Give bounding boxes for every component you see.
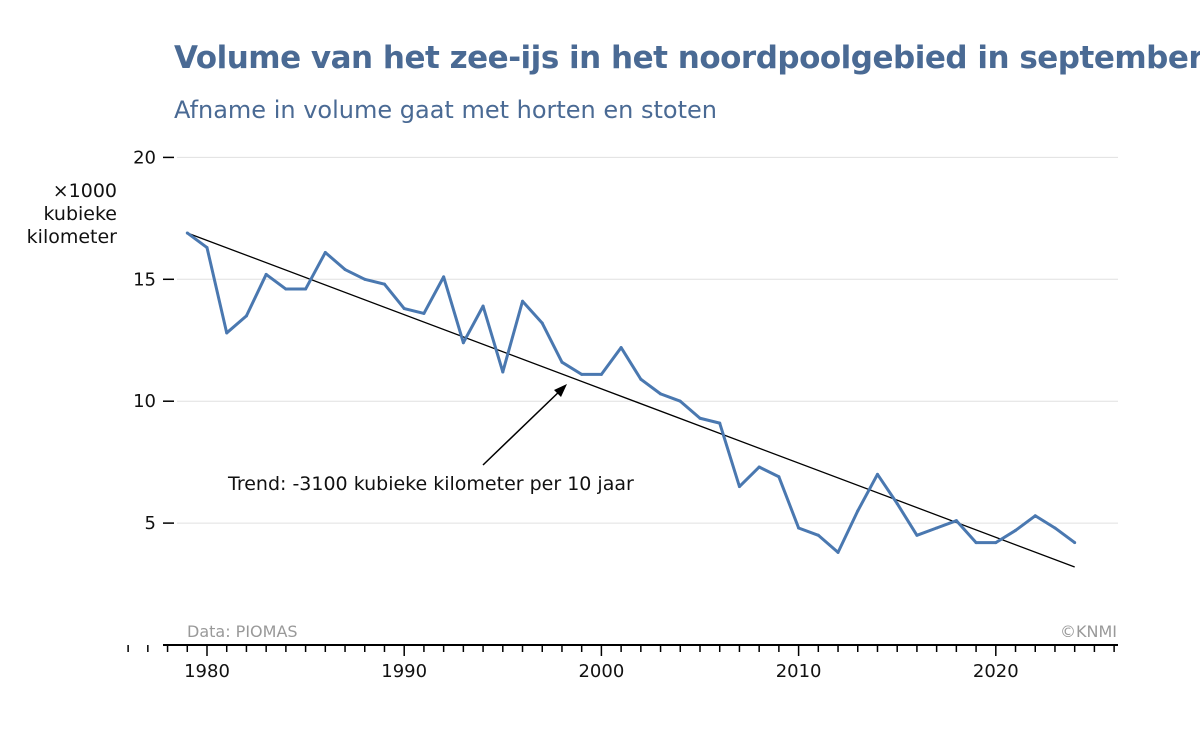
data-point-2008 — [757, 465, 761, 469]
data-point-2023 — [1053, 526, 1057, 530]
data-point-2017 — [935, 526, 939, 530]
x-tick-label-2000: 2000 — [578, 661, 624, 682]
data-point-1997 — [540, 321, 544, 325]
data-point-2002 — [639, 377, 643, 381]
data-point-1984 — [284, 287, 288, 291]
data-point-1979 — [185, 231, 189, 235]
data-point-2021 — [1014, 528, 1018, 532]
data-point-1992 — [442, 275, 446, 279]
data-point-2007 — [737, 485, 741, 489]
data-point-2003 — [659, 392, 663, 396]
data-point-2011 — [816, 533, 820, 537]
data-point-2010 — [797, 526, 801, 530]
data-point-1987 — [343, 268, 347, 272]
y-tick-label-15: 15 — [133, 269, 156, 290]
data-point-1983 — [264, 272, 268, 276]
data-point-1993 — [461, 341, 465, 345]
data-point-1990 — [402, 307, 406, 311]
data-point-1986 — [323, 250, 327, 254]
data-point-1989 — [382, 282, 386, 286]
x-tick-label-2010: 2010 — [776, 661, 822, 682]
x-tick-label-2020: 2020 — [973, 661, 1019, 682]
data-point-2014 — [875, 472, 879, 476]
gridlines — [177, 156, 1118, 524]
data-point-2004 — [678, 399, 682, 403]
data-point-1981 — [225, 331, 229, 335]
y-axis-label-line1: ×1000 — [53, 180, 117, 202]
data-point-1991 — [422, 311, 426, 315]
annotation-arrow — [482, 386, 565, 466]
data-point-1994 — [481, 304, 485, 308]
data-point-2009 — [777, 475, 781, 479]
data-point-1985 — [304, 287, 308, 291]
data-point-1998 — [560, 360, 564, 364]
data-point-2006 — [718, 421, 722, 425]
chart-title: Volume van het zee-ijs in het noordpoolg… — [174, 40, 1200, 76]
y-tick-label-10: 10 — [133, 391, 156, 412]
y-axis: 5 10 15 20 — [133, 147, 174, 534]
x-tick-label-1990: 1990 — [381, 661, 427, 682]
data-point-1996 — [521, 299, 525, 303]
data-source: Data: PIOMAS — [187, 622, 298, 641]
data-point-2016 — [915, 533, 919, 537]
y-axis-label-line2: kubieke — [43, 203, 117, 225]
trend-line — [187, 232, 1075, 568]
data-point-1980 — [205, 246, 209, 250]
y-tick-label-5: 5 — [145, 513, 156, 534]
x-axis: 1980 1990 2000 2010 2020 — [127, 644, 1118, 682]
data-point-1999 — [580, 372, 584, 376]
data-point-2000 — [599, 372, 603, 376]
data-point-2013 — [856, 509, 860, 513]
data-points — [185, 231, 1077, 554]
data-point-2012 — [836, 550, 840, 554]
data-point-2018 — [954, 519, 958, 523]
y-axis-label-line3: kilometer — [27, 226, 118, 248]
data-point-2005 — [698, 416, 702, 420]
trend-annotation: Trend: -3100 kubieke kilometer per 10 ja… — [227, 473, 634, 495]
chart-subtitle: Afname in volume gaat met horten en stot… — [174, 96, 717, 124]
data-point-2024 — [1073, 541, 1077, 545]
data-point-1995 — [501, 370, 505, 374]
data-point-2022 — [1033, 514, 1037, 518]
data-point-2019 — [974, 541, 978, 545]
x-tick-label-1980: 1980 — [184, 661, 230, 682]
series-line-volume — [186, 231, 1076, 554]
copyright: ©KNMI — [1060, 622, 1117, 641]
annotation-arrowhead — [554, 384, 567, 397]
y-tick-label-20: 20 — [133, 147, 156, 168]
data-point-2001 — [619, 346, 623, 350]
data-point-1988 — [363, 277, 367, 281]
data-point-2020 — [994, 541, 998, 545]
data-point-1982 — [244, 314, 248, 318]
data-point-2015 — [895, 502, 899, 506]
